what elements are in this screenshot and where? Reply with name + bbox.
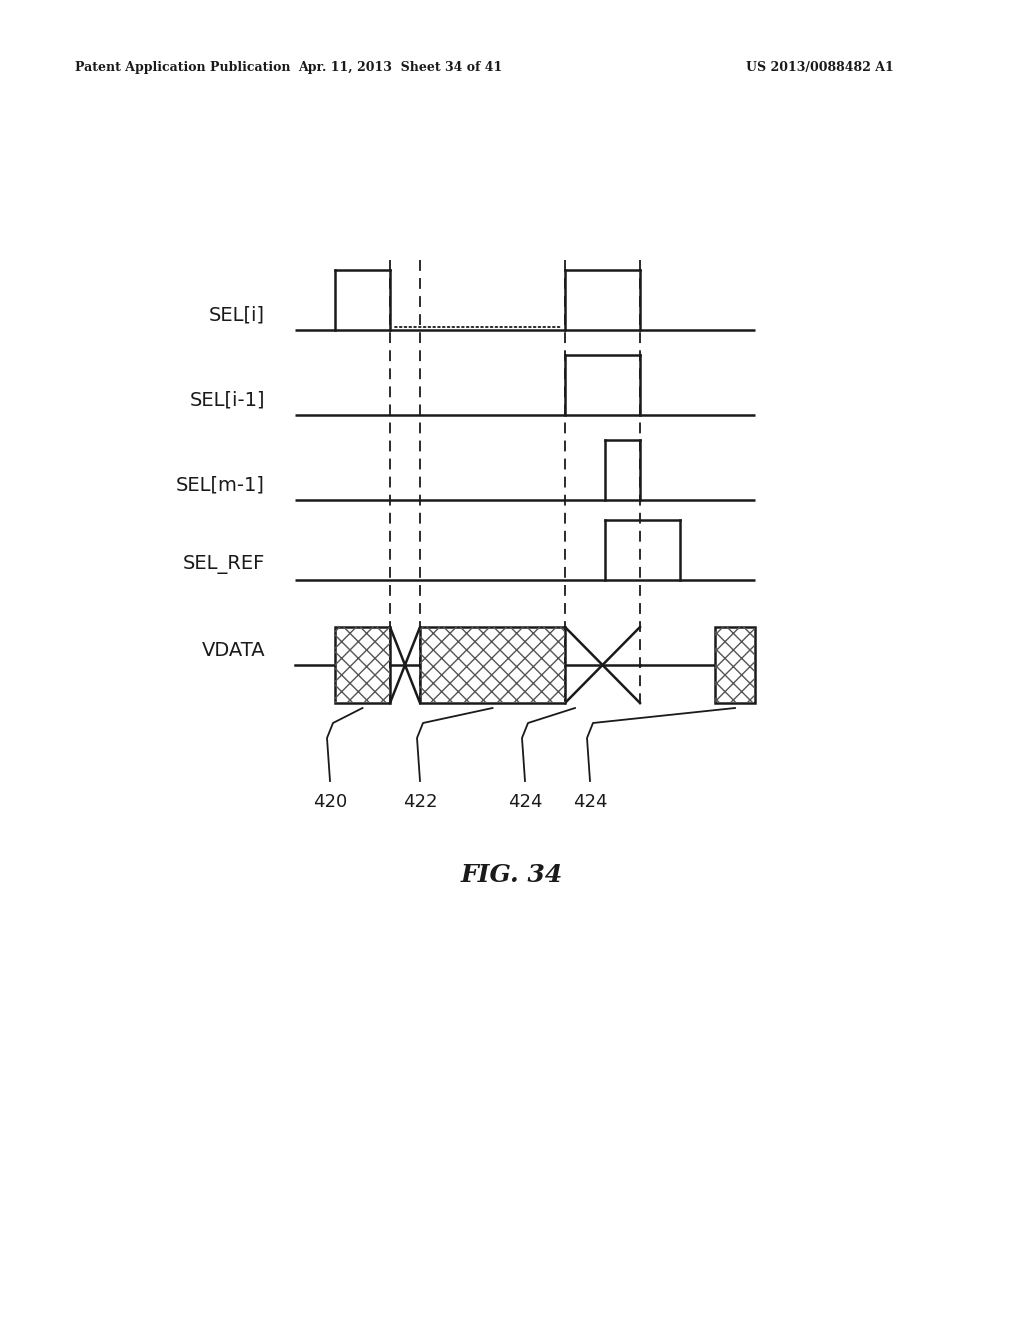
Text: 420: 420	[313, 793, 347, 810]
Text: 424: 424	[508, 793, 543, 810]
Text: 422: 422	[402, 793, 437, 810]
Bar	[335, 627, 390, 704]
Text: 424: 424	[572, 793, 607, 810]
Text: FIG. 34: FIG. 34	[461, 863, 563, 887]
Bar	[420, 627, 565, 704]
Bar	[335, 627, 390, 704]
Text: SEL[i-1]: SEL[i-1]	[189, 391, 265, 409]
Text: Patent Application Publication: Patent Application Publication	[75, 62, 291, 74]
Bar	[715, 627, 755, 704]
Bar	[715, 627, 755, 704]
Text: SEL_REF: SEL_REF	[182, 556, 265, 574]
Bar	[420, 627, 565, 704]
Text: Apr. 11, 2013  Sheet 34 of 41: Apr. 11, 2013 Sheet 34 of 41	[298, 62, 502, 74]
Text: VDATA: VDATA	[202, 640, 265, 660]
Text: SEL[m-1]: SEL[m-1]	[176, 475, 265, 495]
Text: US 2013/0088482 A1: US 2013/0088482 A1	[746, 62, 894, 74]
Text: SEL[i]: SEL[i]	[209, 305, 265, 325]
